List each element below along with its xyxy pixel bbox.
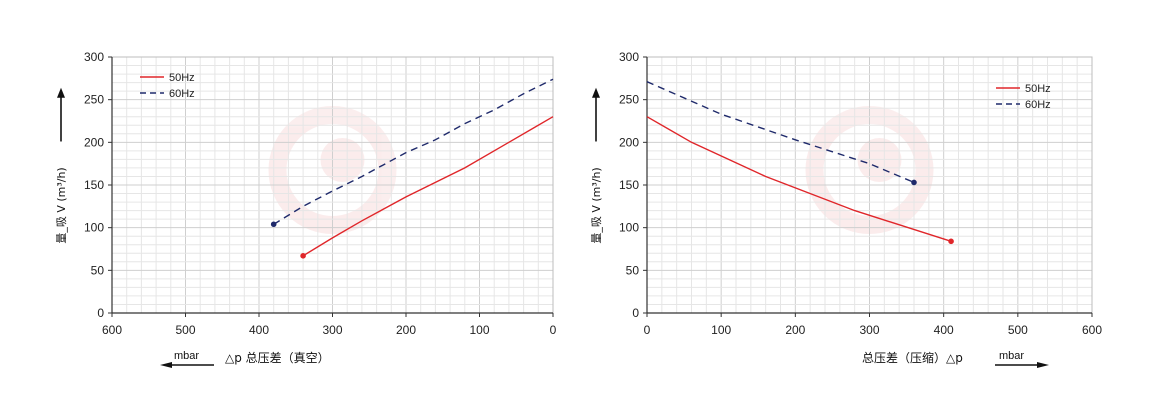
x-axis-label: △p 总压差（真空） bbox=[225, 351, 330, 365]
x-unit-label: mbar bbox=[174, 350, 199, 362]
series-end-point-50hz bbox=[300, 253, 306, 259]
y-tick-label: 150 bbox=[619, 178, 639, 192]
x-tick-label: 200 bbox=[396, 323, 416, 337]
y-tick-label: 50 bbox=[626, 263, 640, 277]
series-end-point-60hz bbox=[270, 221, 277, 228]
x-tick-label: 400 bbox=[249, 323, 269, 337]
y-tick-label: 100 bbox=[84, 221, 104, 235]
legend-label-60hz: 60Hz bbox=[169, 88, 195, 100]
x-tick-label: 0 bbox=[644, 323, 651, 337]
y-tick-label: 200 bbox=[619, 135, 639, 149]
chart-2: 0 100 200 300 400 500 600300250200150100500量_吸… bbox=[590, 50, 1102, 368]
y-tick-label: 250 bbox=[84, 93, 104, 107]
grid bbox=[646, 56, 1093, 314]
y-axis-label: 量_吸 V (m³/h) bbox=[590, 167, 603, 243]
y-tick-label: 300 bbox=[84, 50, 104, 64]
x-tick-label: 200 bbox=[785, 323, 805, 337]
x-tick-label: 100 bbox=[469, 323, 489, 337]
x-tick-label: 300 bbox=[859, 323, 879, 337]
y-tick-label: 300 bbox=[619, 50, 639, 64]
watermark-dot bbox=[320, 138, 365, 182]
x-unit-label: mbar bbox=[999, 350, 1024, 362]
legend-label-50hz: 50Hz bbox=[169, 72, 195, 84]
y-axis-arrow-head bbox=[57, 87, 65, 98]
series-line-60hz bbox=[646, 81, 915, 184]
x-tick-label: 0 bbox=[550, 323, 557, 337]
series-line-50hz bbox=[646, 116, 952, 242]
y-axis-label: 量_吸 V (m³/h) bbox=[55, 167, 68, 243]
y-tick-label: 250 bbox=[619, 93, 639, 107]
x-tick-label: 600 bbox=[1082, 323, 1102, 337]
x-tick-label: 400 bbox=[934, 323, 954, 337]
y-tick-label: 0 bbox=[97, 306, 104, 320]
series-end-point-60hz bbox=[911, 179, 917, 186]
x-axis-label: 总压差（压缩）△p bbox=[862, 350, 963, 365]
y-tick-label: 150 bbox=[84, 178, 104, 192]
watermark-dot bbox=[857, 138, 902, 182]
x-tick-label: 500 bbox=[1008, 323, 1028, 337]
grid bbox=[111, 56, 554, 314]
y-tick-label: 50 bbox=[91, 263, 105, 277]
x-unit-arrow-head bbox=[160, 362, 172, 368]
y-tick-label: 200 bbox=[84, 135, 104, 149]
chart-1: 600 500 400 300 200 100 0300250200150100500量_吸… bbox=[55, 50, 557, 368]
y-tick-label: 0 bbox=[632, 306, 639, 320]
series-line-50hz bbox=[302, 116, 554, 257]
series-line-60hz bbox=[273, 78, 554, 225]
legend-label-60hz: 60Hz bbox=[1025, 99, 1051, 111]
series-end-point-50hz bbox=[948, 238, 954, 245]
x-tick-label: 100 bbox=[711, 323, 731, 337]
y-tick-label: 100 bbox=[619, 221, 639, 235]
x-unit-arrow-head bbox=[1037, 362, 1049, 368]
x-tick-label: 500 bbox=[175, 323, 195, 337]
x-tick-label: 600 bbox=[102, 323, 122, 337]
legend-label-50hz: 50Hz bbox=[1025, 83, 1051, 95]
x-tick-label: 300 bbox=[322, 323, 342, 337]
y-axis-arrow-head bbox=[592, 87, 600, 98]
